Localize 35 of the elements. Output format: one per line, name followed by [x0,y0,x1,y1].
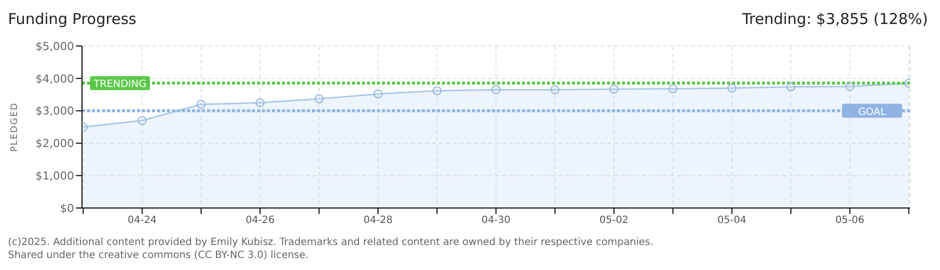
text: (c)2025. Additional content provided by Emily Kubisz. Trademarks and related content are owned by their respective companies. [8,236,654,249]
ref-line-label: GOAL [858,106,886,118]
point [668,84,678,94]
point [492,85,500,94]
point [845,82,854,91]
x-tick-label: 04-30 [481,215,511,226]
ref-line-label: TRENDING [92,79,146,90]
point [196,100,206,109]
x-tick-label: 05-04 [717,215,746,226]
label-badge: TRENDING [90,76,150,90]
x-tick-label: 05-06 [835,215,864,226]
point [786,82,796,92]
text: Shared under the creative commons (CC BY-NC 3.0) license. [8,249,310,262]
y-axis-title: PLEDGED [10,102,20,152]
point [314,94,324,104]
point [138,116,147,126]
x-tick-label: 04-28 [364,215,393,226]
chart-title: Funding Progress [8,10,136,28]
y-tick-label: $5,000 [36,40,74,53]
point [609,84,618,94]
point [550,85,560,94]
x-tick-label: 04-24 [128,215,157,226]
point [374,89,383,98]
y-tick-label: $3,000 [36,104,74,118]
point [432,86,442,96]
y-tick-label: $0 [60,202,74,215]
y-tick-label: $4,000 [36,72,74,86]
point [256,98,265,108]
x-tick-label: 05-02 [599,215,628,226]
y-tick-label: $2,000 [36,137,74,150]
y-tick-label: $1,000 [36,170,74,183]
x-tick-label: 04-26 [246,215,275,226]
label-badge: GOAL [842,104,902,118]
point [727,84,736,93]
chart-subtitle: Trending: $3,855 (128%) [742,10,928,28]
